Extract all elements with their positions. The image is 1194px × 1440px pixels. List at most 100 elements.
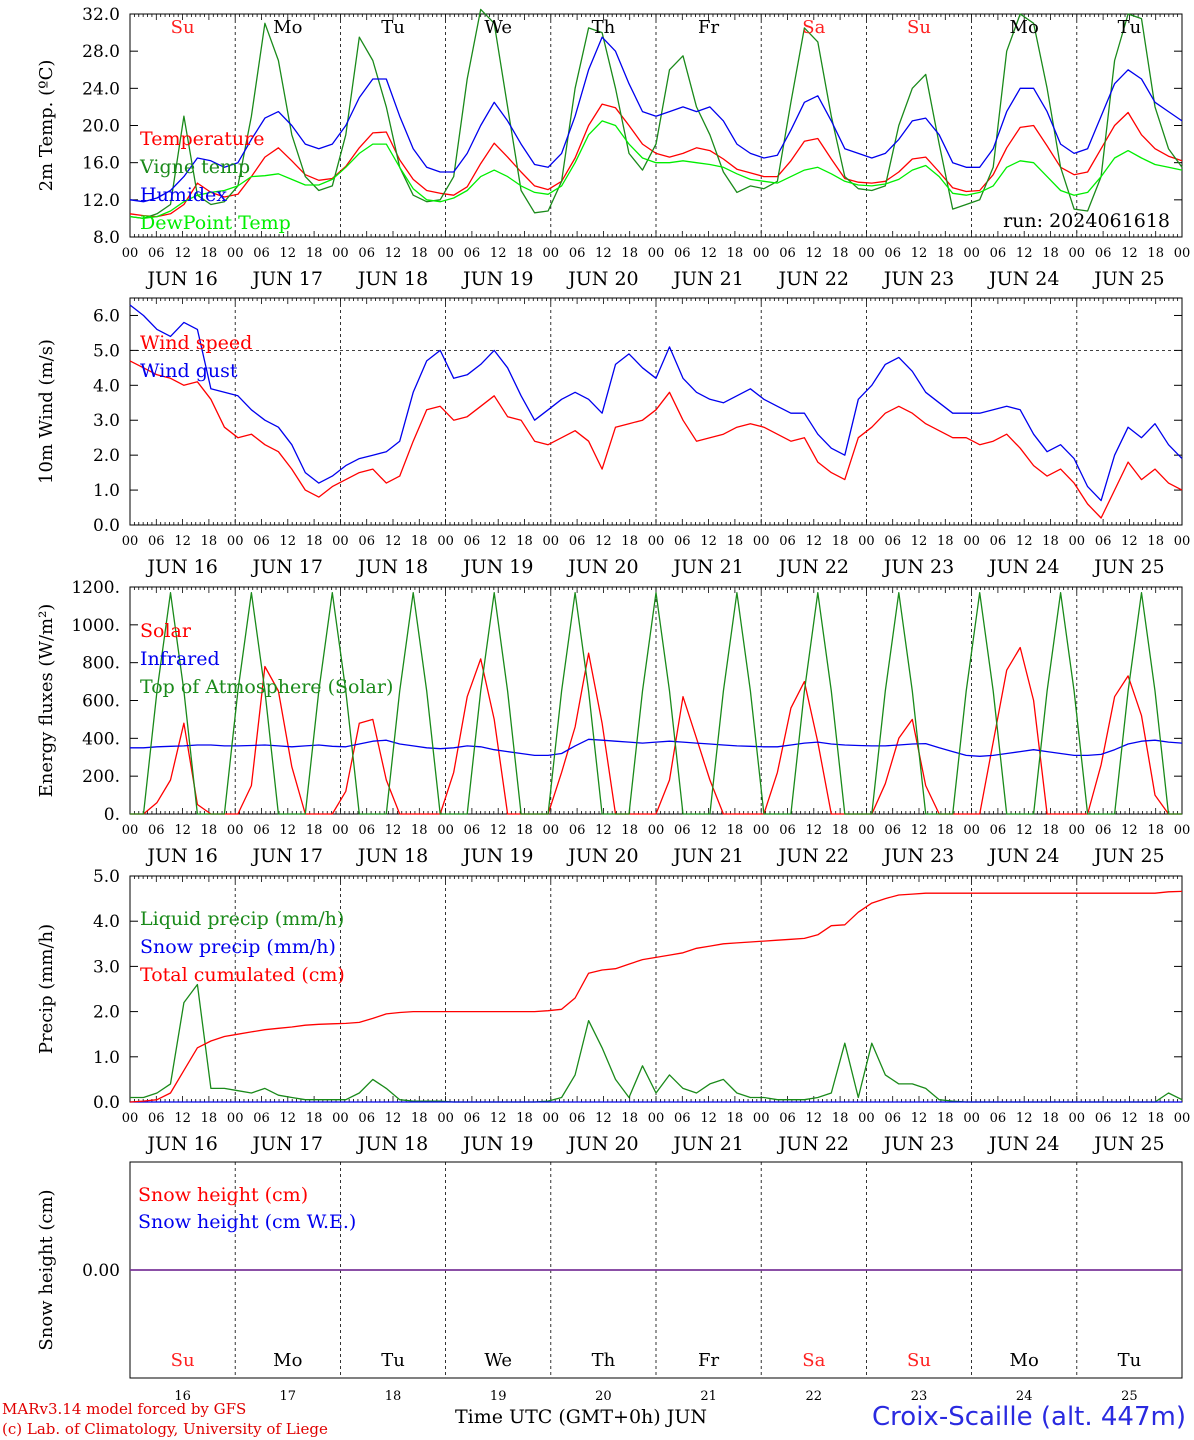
hour-label: 06 [779, 246, 796, 261]
y-tick-label: 1200. [71, 578, 120, 598]
y-tick-label: 5.0 [93, 341, 120, 361]
hour-label: 18 [727, 1111, 744, 1126]
hour-label: 18 [411, 823, 428, 838]
hour-label: 06 [253, 1111, 270, 1126]
weekday-label: Tu [381, 1350, 405, 1371]
legend-entry: Wind gust [140, 360, 238, 382]
weekday-label: Mo [1010, 17, 1039, 38]
hour-label: 06 [884, 823, 901, 838]
hour-label: 06 [884, 246, 901, 261]
hour-label: 18 [306, 246, 323, 261]
y-axis-label: Snow height (cm) [36, 1189, 57, 1350]
hour-label: 06 [253, 534, 270, 549]
hour-label: 12 [385, 246, 402, 261]
weekday-label: Mo [273, 17, 302, 38]
hour-label: 18 [727, 246, 744, 261]
hour-label: 00 [1069, 246, 1086, 261]
day-number-label: 18 [385, 1389, 402, 1404]
hour-label: 18 [306, 823, 323, 838]
hour-label: 06 [569, 823, 586, 838]
date-label: JUN 16 [145, 1133, 217, 1155]
weekday-label: We [484, 17, 512, 38]
hour-label: 12 [280, 823, 297, 838]
hour-label: 12 [806, 534, 823, 549]
hour-label: 18 [621, 246, 638, 261]
weekday-label: Th [592, 17, 616, 38]
hour-label: 00 [543, 823, 560, 838]
y-tick-label: 3.0 [93, 957, 120, 977]
hour-label: 12 [700, 246, 717, 261]
hour-label: 12 [1016, 823, 1033, 838]
date-label: JUN 18 [356, 556, 428, 578]
date-label: JUN 21 [671, 268, 743, 290]
hour-label: 12 [595, 823, 612, 838]
date-label: JUN 16 [145, 268, 217, 290]
y-tick-label: 1000. [71, 616, 120, 636]
hour-label: 06 [1095, 823, 1112, 838]
hour-label: 18 [832, 534, 849, 549]
y-tick-label: 800. [82, 654, 120, 674]
hour-label: 18 [937, 823, 954, 838]
station-name: Croix-Scaille (alt. 447m) [872, 1402, 1186, 1432]
series-line [129, 36, 1183, 203]
date-label: JUN 19 [461, 268, 533, 290]
panel-3: 00 06 12 18 00 06 12 18 00 06 12 18 00 06 12 18 00 06 12 18… [36, 578, 1190, 867]
day-number-label: 21 [700, 1389, 717, 1404]
hour-label: 00 [122, 246, 139, 261]
y-axis-label: 2m Temp. (ºC) [36, 60, 57, 192]
date-label: JUN 22 [777, 556, 849, 578]
date-label: JUN 17 [251, 845, 323, 867]
date-label: JUN 21 [671, 1133, 743, 1155]
hour-label: 00 [963, 823, 980, 838]
y-tick-label: 8.0 [93, 228, 120, 248]
hour-label: 18 [1147, 534, 1164, 549]
hour-label: 06 [569, 246, 586, 261]
hour-label: 18 [306, 1111, 323, 1126]
date-label: JUN 24 [987, 268, 1059, 290]
hour-label: 12 [806, 246, 823, 261]
date-label: JUN 23 [882, 556, 954, 578]
date-label: JUN 18 [356, 845, 428, 867]
date-label: JUN 17 [251, 556, 323, 578]
panel-5: 0.00 Snow height (cm) Snow height (cm) Snow… [36, 1161, 1183, 1404]
hour-label: 00 [858, 1111, 875, 1126]
hour-label: 18 [516, 823, 533, 838]
hour-label: 18 [1147, 246, 1164, 261]
hour-label: 06 [779, 1111, 796, 1126]
y-tick-label: 0. [104, 805, 120, 825]
hour-label: 18 [727, 823, 744, 838]
series-line [130, 592, 1182, 815]
date-label: JUN 23 [882, 845, 954, 867]
hour-label: 00 [543, 1111, 560, 1126]
date-label: JUN 21 [671, 845, 743, 867]
hour-label: 18 [1042, 246, 1059, 261]
date-label: JUN 25 [1092, 556, 1164, 578]
hour-label: 18 [411, 534, 428, 549]
y-tick-label: 0.0 [93, 1093, 120, 1113]
legend-entry: Top of Atmosphere (Solar) [140, 676, 393, 698]
hour-label: 18 [201, 1111, 218, 1126]
y-tick-label: 16.0 [82, 154, 120, 174]
date-label: JUN 25 [1092, 845, 1164, 867]
series-line [129, 304, 1183, 502]
day-number-label: 17 [280, 1389, 297, 1404]
date-label: JUN 23 [882, 268, 954, 290]
model-credit: MARv3.14 model forced by GFS [2, 1400, 247, 1418]
hour-label: 00 [858, 246, 875, 261]
date-label: JUN 17 [251, 1133, 323, 1155]
weekday-label: Fr [698, 1350, 719, 1371]
y-axis-label: 10m Wind (m/s) [36, 339, 57, 484]
hour-label: 00 [648, 823, 665, 838]
hour-label: 00 [437, 823, 454, 838]
y-tick-label: 4.0 [93, 912, 120, 932]
hour-label: 18 [201, 246, 218, 261]
weekday-label: Su [907, 17, 931, 38]
hour-label: 06 [674, 823, 691, 838]
hour-label: 18 [306, 534, 323, 549]
hour-label: 18 [411, 246, 428, 261]
hour-label: 00 [1174, 534, 1191, 549]
hour-label: 06 [990, 1111, 1007, 1126]
hour-label: 00 [753, 246, 770, 261]
date-label: JUN 23 [882, 1133, 954, 1155]
